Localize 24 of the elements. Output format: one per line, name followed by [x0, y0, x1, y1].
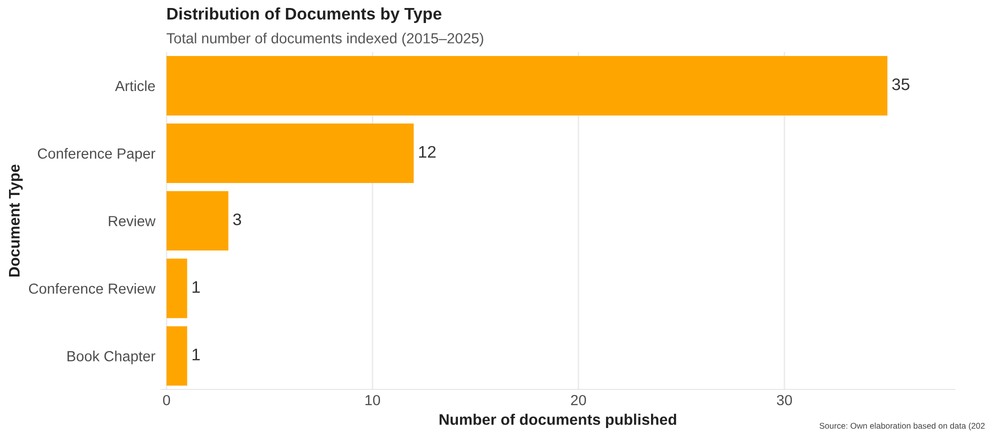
bar	[166, 124, 414, 184]
source-note: Source: Own elaboration based on data (202	[820, 422, 985, 430]
chart-title: Distribution of Documents by Type	[167, 7, 442, 23]
y-tick-label: Conference Review	[29, 283, 156, 294]
bar	[166, 258, 188, 318]
y-tick-label: Review	[108, 216, 156, 226]
y-axis-title: Document Type	[9, 164, 23, 277]
data-label: 1	[192, 281, 200, 293]
chart-subtitle: Total number of documents indexed (2015–2025)	[166, 32, 484, 46]
data-label: 3	[233, 214, 242, 226]
data-label: 35	[892, 78, 910, 90]
y-tick-label: Book Chapter	[68, 350, 156, 364]
data-label: 12	[419, 146, 436, 158]
bar	[166, 56, 888, 116]
bar	[166, 191, 228, 251]
x-tick-label: 10	[366, 394, 380, 406]
bar	[166, 326, 188, 386]
x-tick-label: 0	[163, 394, 170, 406]
data-label: 1	[192, 348, 200, 360]
y-tick-label: Article	[115, 80, 155, 92]
x-tick-label: 30	[776, 394, 792, 406]
x-tick-label: 20	[571, 394, 586, 406]
x-axis-title: Number of documents published	[440, 414, 676, 428]
y-tick-label: Conference Paper	[38, 148, 156, 162]
